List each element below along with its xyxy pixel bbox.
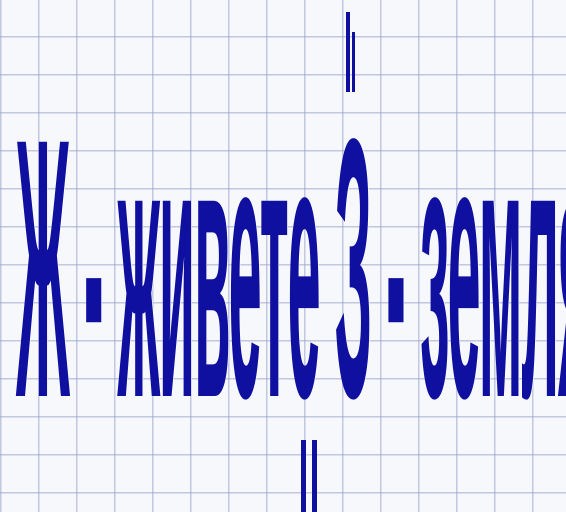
decorative-stroke (301, 440, 306, 512)
slide-text: Ж - живете З - земля Л - люди М - мыслит… (16, 64, 566, 477)
decorative-stroke (352, 32, 355, 92)
decorative-stroke (346, 12, 350, 92)
decorative-stroke (312, 440, 317, 512)
